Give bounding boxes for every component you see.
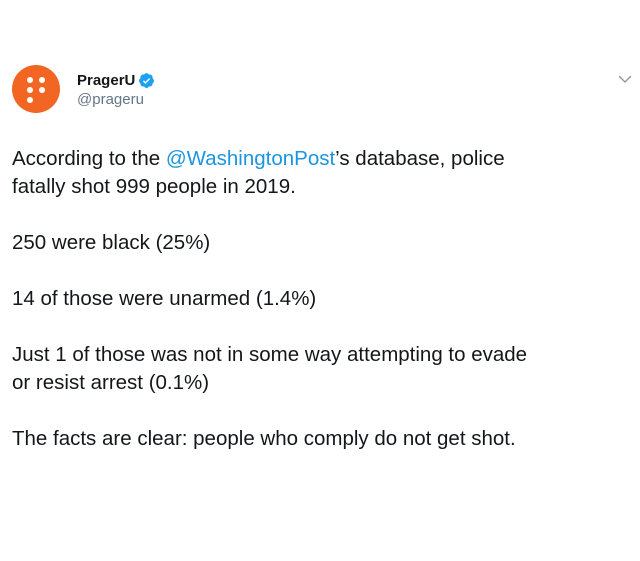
tweet-paragraph: The facts are clear: people who comply d… [12,427,516,450]
mention-link[interactable]: @WashingtonPost [165,147,336,170]
avatar-dot [39,87,45,93]
tweet-text-segment: ’s database, police [335,147,505,170]
tweet-text-segment: fatally shot 999 people in 2019. [12,175,296,198]
tweet-paragraph: 14 of those were unarmed (1.4%) [12,287,317,310]
tweet-text-segment: Just 1 of those was not in some way atte… [12,343,528,366]
tweet-text-segment: According to the [12,147,166,170]
account-name-row: PragerU [77,70,155,90]
avatar-dot [27,97,33,103]
verified-badge-icon [139,72,155,88]
chevron-down-icon[interactable] [617,71,633,87]
tweet-text: According to the @WashingtonPost’s datab… [12,145,632,481]
tweet-text-segment: or resist arrest (0.1%) [12,371,210,394]
display-name[interactable]: PragerU [77,71,136,89]
tweet-paragraph: 250 were black (25%) [12,231,211,254]
avatar-dot [27,87,33,93]
tweet-paragraph: Just 1 of those was not in some way atte… [12,341,632,397]
avatar[interactable] [12,65,60,113]
tweet-paragraph: According to the @WashingtonPost’s datab… [12,145,632,201]
account-handle[interactable]: @prageru [77,91,144,108]
avatar-dot [27,77,33,83]
avatar-dot [39,77,45,83]
